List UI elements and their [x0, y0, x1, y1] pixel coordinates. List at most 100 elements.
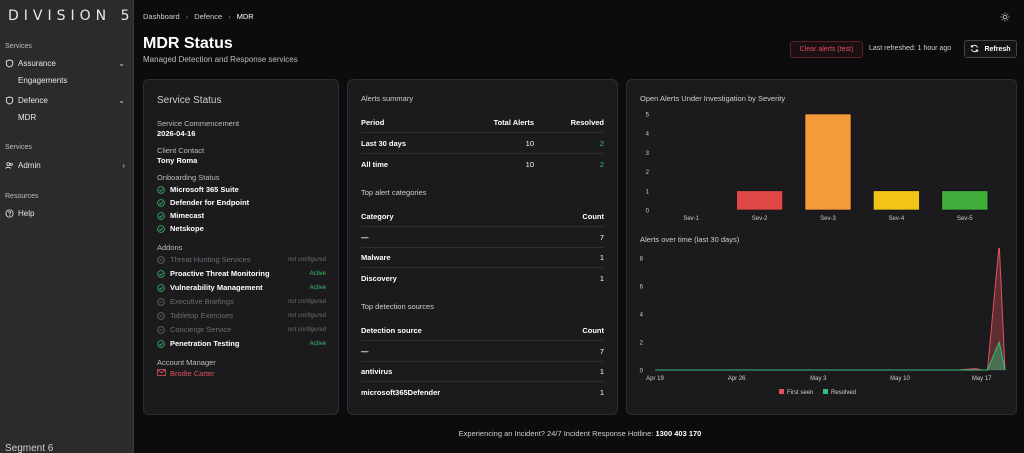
- onboarding-item: Netskope: [157, 223, 326, 234]
- shield-icon: [5, 95, 14, 105]
- sidebar-footer-text: Segment 6: [5, 443, 54, 453]
- commencement-label: Service Commencement: [157, 119, 240, 128]
- x-tick-label: Apr 19: [646, 376, 664, 382]
- clear-alerts-button[interactable]: Clear alerts (test): [790, 41, 863, 58]
- resolved-cell: 2: [599, 139, 604, 148]
- check-circle-icon: [157, 211, 165, 220]
- account-manager-label: Account Manager: [157, 358, 216, 367]
- client-contact-value: Tony Roma: [157, 156, 198, 165]
- brand-logo[interactable]: DIVISION 5: [8, 8, 135, 24]
- count-cell: 7: [599, 233, 604, 242]
- x-tick-label: Sev-4: [889, 216, 905, 222]
- x-tick-label: Sev-3: [820, 216, 836, 222]
- chevron-down-icon: ⌄: [118, 58, 125, 68]
- addon-item-label: Threat Hunting Services: [170, 255, 251, 264]
- minus-circle-icon: [157, 255, 165, 264]
- legend-item[interactable]: First seen: [779, 389, 813, 396]
- check-circle-icon: [157, 283, 165, 292]
- area-fill-resolved: [655, 342, 1005, 370]
- refresh-icon: [970, 44, 979, 55]
- y-tick-label: 4: [640, 313, 644, 319]
- addon-item: Penetration Testing Active: [157, 338, 326, 349]
- sidebar-item-assurance[interactable]: Assurance ⌄: [5, 56, 125, 70]
- header-category: Category: [361, 212, 394, 221]
- severity-chart-title: Open Alerts Under Investigation by Sever…: [640, 94, 786, 103]
- minus-circle-icon: [157, 325, 165, 334]
- sidebar-item-mdr[interactable]: MDR: [18, 113, 37, 122]
- count-cell: 1: [599, 253, 604, 262]
- addon-status: Active: [309, 284, 326, 291]
- sidebar-item-label: Assurance: [18, 58, 56, 68]
- table-row: — 7: [361, 342, 604, 362]
- period-cell: Last 30 days: [361, 139, 407, 148]
- table-row: Last 30 days 10 2: [361, 134, 604, 154]
- y-tick-label: 0: [640, 369, 644, 375]
- sidebar: DIVISION 5 Services Assurance ⌄ Engageme…: [0, 0, 134, 453]
- sidebar-item-defence[interactable]: Defence ⌄: [5, 93, 125, 107]
- y-tick-label: 1: [646, 189, 650, 195]
- check-circle-icon: [157, 269, 165, 278]
- sidebar-section-resources: Resources: [5, 193, 39, 200]
- y-tick-label: 8: [640, 257, 644, 263]
- hotline-phone[interactable]: 1300 403 170: [655, 429, 702, 438]
- alert-categories-title: Top alert categories: [361, 188, 427, 197]
- table-row: Discovery 1: [361, 268, 604, 288]
- y-tick-label: 2: [640, 341, 644, 347]
- y-tick-label: 6: [640, 285, 644, 291]
- onboarding-item: Microsoft 365 Suite: [157, 184, 326, 195]
- check-circle-icon: [157, 185, 165, 194]
- users-icon: [5, 161, 14, 170]
- breadcrumb-defence[interactable]: Defence: [194, 12, 223, 21]
- addon-item: Proactive Threat Monitoring Active: [157, 268, 326, 279]
- series-line-first-seen: [655, 248, 1006, 371]
- addon-status: not configured: [287, 326, 326, 333]
- onboarding-item-label: Defender for Endpoint: [170, 198, 250, 207]
- onboarding-item: Mimecast: [157, 210, 326, 221]
- area-fill-first-seen: [655, 248, 1005, 370]
- refresh-button[interactable]: Refresh: [964, 40, 1017, 58]
- last-refreshed-text: Last refreshed: 1 hour ago: [869, 45, 952, 52]
- addon-item-label: Concierge Service: [170, 325, 232, 334]
- y-tick-label: 4: [646, 132, 650, 138]
- header-resolved: Resolved: [570, 118, 604, 127]
- legend-item[interactable]: Resolved: [823, 389, 856, 396]
- sidebar-item-help[interactable]: Help: [5, 206, 125, 220]
- alerts-summary-card: Alerts summary Period Total Alerts Resol…: [347, 79, 618, 415]
- bar-sev-3[interactable]: [804, 113, 852, 211]
- source-cell: antivirus: [361, 367, 393, 376]
- addon-item: Concierge Service not configured: [157, 324, 326, 335]
- account-manager-link[interactable]: Brodie Carter: [157, 369, 215, 378]
- check-circle-icon: [157, 198, 165, 207]
- detection-sources-title: Top detection sources: [361, 302, 434, 311]
- categories-header-row: Category Count: [361, 207, 604, 227]
- chevron-down-icon: ⌄: [118, 95, 125, 105]
- count-cell: 1: [599, 367, 604, 376]
- addon-item: Threat Hunting Services not configured: [157, 254, 326, 265]
- check-circle-icon: [157, 339, 165, 348]
- refresh-label: Refresh: [984, 45, 1011, 53]
- shield-check-icon: [5, 58, 14, 68]
- bar-sev-2[interactable]: [736, 190, 783, 211]
- sidebar-item-engagements[interactable]: Engagements: [18, 76, 68, 85]
- sidebar-item-admin[interactable]: Admin ›: [5, 158, 125, 172]
- addon-status: not configured: [287, 256, 326, 263]
- addon-item-label: Tabletop Exercises: [170, 311, 233, 320]
- mail-icon: [157, 369, 166, 378]
- summary-header-row: Period Total Alerts Resolved: [361, 113, 604, 133]
- addon-item: Executive Briefings not configured: [157, 296, 326, 307]
- breadcrumb-dashboard[interactable]: Dashboard: [143, 12, 180, 21]
- header-detection-source: Detection source: [361, 326, 422, 335]
- table-row: antivirus 1: [361, 362, 604, 382]
- sidebar-item-label: Admin: [18, 160, 41, 170]
- y-tick-label: 5: [646, 113, 650, 119]
- legend-label: First seen: [787, 390, 813, 396]
- bar-sev-4[interactable]: [873, 190, 920, 211]
- bar-sev-5[interactable]: [941, 190, 989, 211]
- client-contact-label: Client Contact: [157, 146, 205, 155]
- hotline-text: Experiencing an Incident? 24/7 Incident …: [458, 429, 654, 438]
- alerts-over-time-title: Alerts over time (last 30 days): [640, 235, 740, 244]
- series-line-resolved: [655, 340, 1006, 371]
- x-tick-label: Sev-2: [752, 216, 768, 222]
- theme-toggle-icon[interactable]: [1000, 12, 1010, 22]
- addon-item: Vulnerability Management Active: [157, 282, 326, 293]
